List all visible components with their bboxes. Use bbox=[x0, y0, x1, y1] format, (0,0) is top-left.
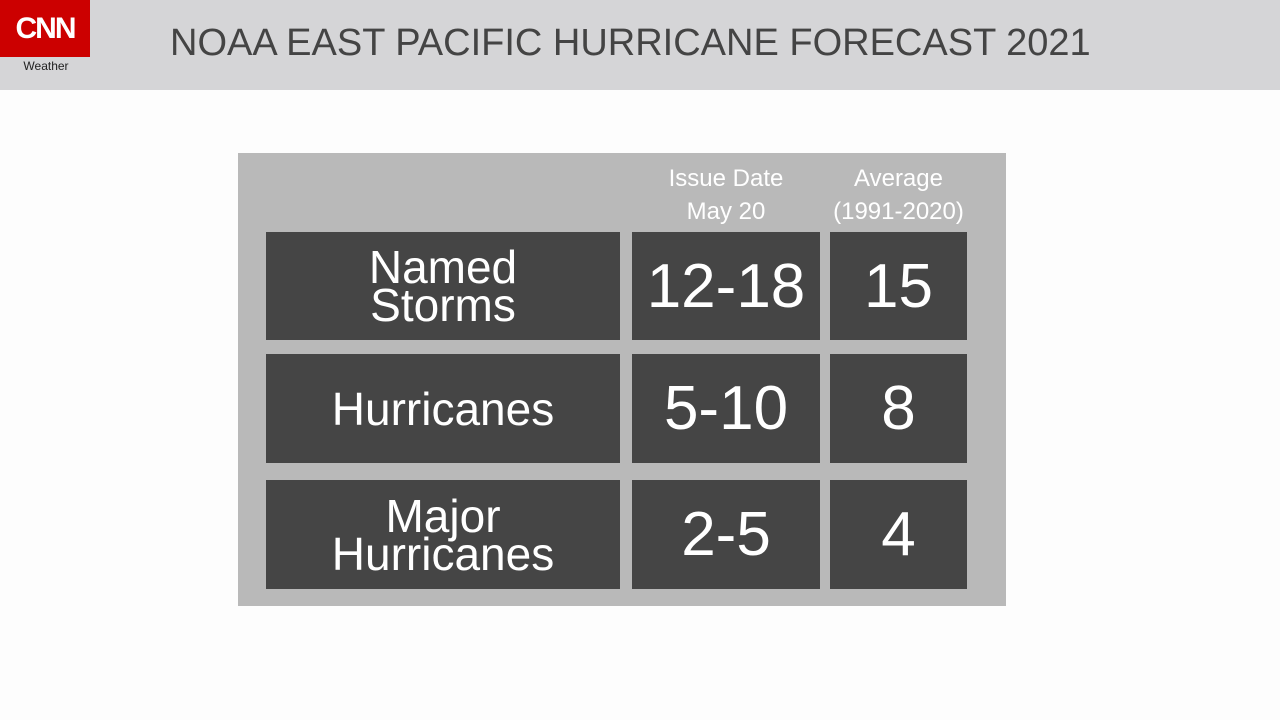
column-header: Issue Date May 20 bbox=[612, 162, 840, 228]
value-text: 12-18 bbox=[646, 251, 806, 321]
value-cell: 2-5 bbox=[632, 480, 820, 589]
row-label-line: Storms bbox=[370, 279, 516, 331]
row-label-line: Hurricanes bbox=[331, 527, 555, 580]
value-text: 15 bbox=[864, 251, 933, 321]
value-cell: 4 bbox=[830, 480, 967, 589]
row-label-cell: Named Storms bbox=[266, 232, 620, 340]
logo: CNN bbox=[0, 0, 90, 57]
column-header-line: Issue Date bbox=[668, 165, 784, 192]
row-label-line: Hurricanes bbox=[331, 382, 555, 435]
row-label-cell: Major Hurricanes bbox=[266, 480, 620, 589]
title: NOAA EAST PACIFIC HURRICANE FORECAST 202… bbox=[170, 22, 1091, 64]
value-text: 5-10 bbox=[663, 374, 789, 443]
column-header-line: (1991-2020) bbox=[833, 198, 964, 225]
column-header: Average (1991-2020) bbox=[810, 162, 987, 228]
value-cell: 8 bbox=[830, 354, 967, 463]
logo-sub: Weather bbox=[23, 59, 69, 73]
value-text: 8 bbox=[881, 374, 916, 443]
row-label-line: Major bbox=[385, 489, 501, 542]
column-header-line: May 20 bbox=[686, 198, 766, 225]
value-cell: 15 bbox=[830, 232, 967, 340]
header-bar: CNN Weather NOAA EAST PACIFIC HURRICANE … bbox=[0, 0, 1280, 90]
value-text: 4 bbox=[881, 500, 916, 569]
value-cell: 12-18 bbox=[632, 232, 820, 340]
value-text: 2-5 bbox=[681, 500, 771, 569]
column-header-line: Average bbox=[854, 165, 943, 192]
row-label-line: Named bbox=[368, 241, 518, 293]
row-label-cell: Hurricanes bbox=[266, 354, 620, 463]
value-cell: 5-10 bbox=[632, 354, 820, 463]
